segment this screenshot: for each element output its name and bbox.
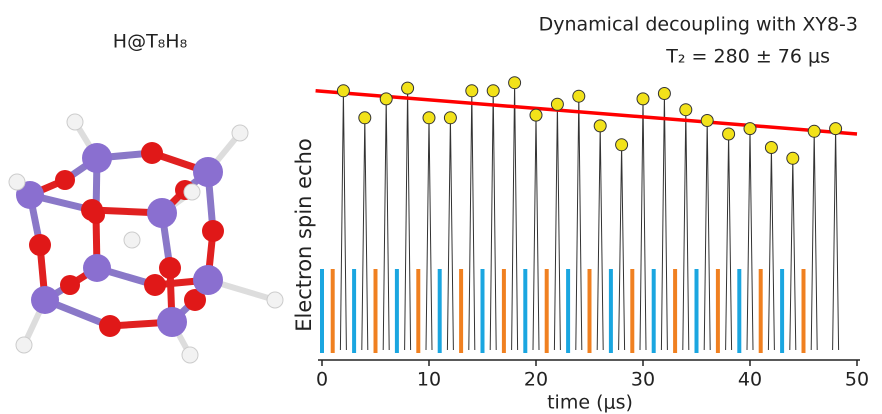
echo-peak: [446, 117, 454, 351]
echo-point: [764, 141, 778, 154]
echo-peak: [618, 144, 626, 351]
molecule-label: H@T₈H₈: [113, 31, 187, 53]
fit-line: [315, 89, 858, 136]
echo-point: [786, 151, 800, 165]
echo-point: [336, 84, 350, 98]
chart-title: Dynamical decoupling with XY8-3: [539, 14, 858, 36]
echo-peak: [553, 104, 561, 351]
echo-peak: [810, 131, 818, 351]
x-tick-label: 50: [845, 369, 869, 391]
echo-point: [807, 124, 821, 138]
echo-point: [722, 127, 736, 141]
echo-peak: [682, 109, 690, 351]
echo-point: [379, 92, 393, 106]
chart-subtitle: T₂ = 280 ± 76 μs: [665, 46, 830, 68]
echo-peak: [639, 98, 647, 351]
x-tick-label: 0: [316, 369, 328, 391]
echo-peak: [725, 133, 733, 351]
echo-point: [401, 81, 415, 95]
echo-peak: [575, 96, 583, 351]
echo-peak: [789, 158, 797, 351]
echo-point: [358, 111, 372, 125]
echo-point: [743, 122, 757, 136]
echo-peak: [339, 90, 347, 351]
echo-point: [465, 84, 479, 98]
echo-peak: [489, 90, 497, 351]
echo-point: [486, 84, 500, 98]
echo-point: [550, 97, 564, 111]
echo-point: [443, 111, 457, 125]
echo-peak: [382, 98, 390, 351]
echo-point: [615, 138, 629, 152]
x-tick-label: 40: [738, 369, 762, 391]
echo-peak: [596, 125, 604, 351]
echo-peak: [468, 90, 476, 351]
echo-peak: [511, 82, 519, 351]
echo-peak: [361, 117, 369, 351]
echo-point: [572, 89, 586, 103]
echo-peak: [703, 120, 711, 351]
echo-point: [657, 87, 671, 100]
echo-point: [508, 76, 522, 90]
echo-peak: [404, 88, 412, 351]
echo-peak: [832, 128, 840, 351]
x-axis-label: time (μs): [547, 392, 633, 414]
x-tick-label: 10: [417, 369, 441, 391]
echo-peak: [532, 115, 540, 351]
echo-point: [679, 103, 693, 117]
y-axis-label: Electron spin echo: [292, 138, 316, 332]
echo-peak: [746, 128, 754, 351]
echo-point: [529, 108, 543, 122]
echo-peak: [425, 117, 433, 351]
echo-point: [593, 119, 607, 133]
echo-peak: [767, 147, 775, 351]
echo-point: [829, 122, 843, 136]
echo-point: [636, 92, 650, 106]
echo-point: [700, 114, 714, 127]
x-tick-label: 20: [524, 369, 548, 391]
x-tick-label: 30: [631, 369, 655, 391]
echo-point: [422, 111, 436, 125]
echo-peak: [660, 93, 668, 351]
molecule: [8, 113, 284, 364]
